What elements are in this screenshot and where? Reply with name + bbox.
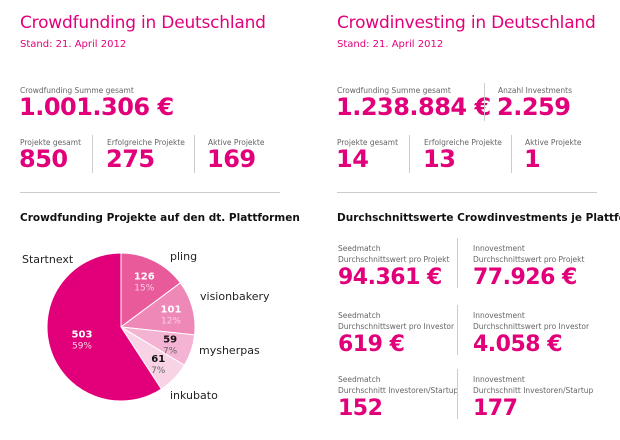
pie-value-label: 59 [163, 335, 177, 346]
avg-value: 152 [338, 396, 383, 421]
divider [457, 238, 458, 288]
avg-platform: Innovestment [473, 244, 525, 253]
avg-value: 77.926 € [473, 265, 577, 290]
pie-percent-label: 7% [163, 347, 178, 357]
avg-card: Seedmatch Durchschnittswert pro Investor… [338, 310, 454, 357]
pie-label-startnext: Startnext [22, 253, 74, 266]
right-stat-value: 1 [524, 145, 541, 173]
left-total-label: Crowdfunding Summe gesamt [20, 86, 134, 95]
left-section-title: Crowdfunding Projekte auf den dt. Plattf… [20, 212, 300, 224]
avg-platform: Seedmatch [338, 375, 381, 384]
left-stat-label: Aktive Projekte [208, 138, 265, 147]
pie-slice-startnext [46, 252, 163, 402]
pie-percent-label: 59% [72, 342, 92, 352]
right-title: Crowdinvesting in Deutschland [337, 13, 596, 33]
pie-label-visionbakery: visionbakery [200, 290, 270, 303]
avg-metric: Durchschnitt Investoren/Startup [473, 386, 594, 395]
divider [194, 135, 195, 173]
avg-metric: Durchschnittswert pro Projekt [473, 255, 585, 264]
left-stat-value: 275 [106, 145, 155, 173]
pie-value-label: 503 [72, 330, 93, 341]
left-stat-label: Erfolgreiche Projekte [107, 138, 185, 147]
divider [511, 135, 512, 173]
avg-value: 4.058 € [473, 332, 563, 357]
pie-label-pling: pling [170, 250, 198, 263]
right-investments-label: Anzahl Investments [498, 86, 573, 95]
divider [457, 305, 458, 355]
pie-value-label: 101 [161, 304, 182, 315]
avg-value: 619 € [338, 332, 405, 357]
right-stat-value: 14 [336, 145, 369, 173]
avg-card: Seedmatch Durchschnittswert pro Projekt … [338, 243, 449, 290]
avg-card: Innovestment Durchschnitt Investoren/Sta… [473, 374, 593, 421]
pie-value-label: 61 [151, 354, 165, 365]
pie-label-mysherpas: mysherpas [199, 344, 260, 357]
divider [92, 135, 93, 173]
pie-percent-label: 7% [151, 366, 166, 376]
avg-metric: Durchschnittswert pro Projekt [338, 255, 450, 264]
right-total-label: Crowdfunding Summe gesamt [337, 86, 451, 95]
divider [484, 83, 485, 121]
pie-percent-label: 12% [161, 316, 181, 326]
left-stat-label: Projekte gesamt [20, 138, 82, 147]
avg-metric: Durchschnittswert pro Investor [338, 322, 455, 331]
left-total-value: 1.001.306 € [19, 93, 174, 121]
section-divider [20, 192, 280, 193]
left-stat-value: 169 [207, 145, 256, 173]
pie-percent-label: 15% [134, 284, 154, 294]
divider [457, 369, 458, 419]
left-title: Crowdfunding in Deutschland [20, 13, 266, 33]
section-divider [337, 192, 597, 193]
right-stat-value: 13 [423, 145, 456, 173]
avg-metric: Durchschnitt Investoren/Startup [338, 386, 459, 395]
avg-platform: Innovestment [473, 375, 525, 384]
right-section-title: Durchschnittswerte Crowdinvestments je P… [337, 212, 620, 224]
right-investments-value: 2.259 [497, 93, 571, 121]
right-stand-date: Stand: 21. April 2012 [337, 39, 444, 50]
avg-card: Innovestment Durchschnittswert pro Proje… [473, 243, 584, 290]
avg-value: 94.361 € [338, 265, 442, 290]
pie-slice-pling [120, 252, 182, 328]
avg-platform: Seedmatch [338, 244, 381, 253]
pie-value-label: 126 [134, 272, 155, 283]
right-stat-label: Projekte gesamt [337, 138, 399, 147]
avg-platform: Seedmatch [338, 311, 381, 320]
avg-platform: Innovestment [473, 311, 525, 320]
pie-label-inkubato: inkubato [170, 389, 218, 402]
right-stat-label: Aktive Projekte [525, 138, 582, 147]
avg-card: Seedmatch Durchschnitt Investoren/Startu… [338, 374, 458, 421]
avg-card: Innovestment Durchschnittswert pro Inves… [473, 310, 589, 357]
divider [409, 135, 410, 173]
avg-metric: Durchschnittswert pro Investor [473, 322, 590, 331]
avg-value: 177 [473, 396, 518, 421]
left-stand-date: Stand: 21. April 2012 [20, 39, 127, 50]
left-stat-value: 850 [19, 145, 68, 173]
right-stat-label: Erfolgreiche Projekte [424, 138, 502, 147]
right-total-value: 1.238.884 € [336, 93, 491, 121]
